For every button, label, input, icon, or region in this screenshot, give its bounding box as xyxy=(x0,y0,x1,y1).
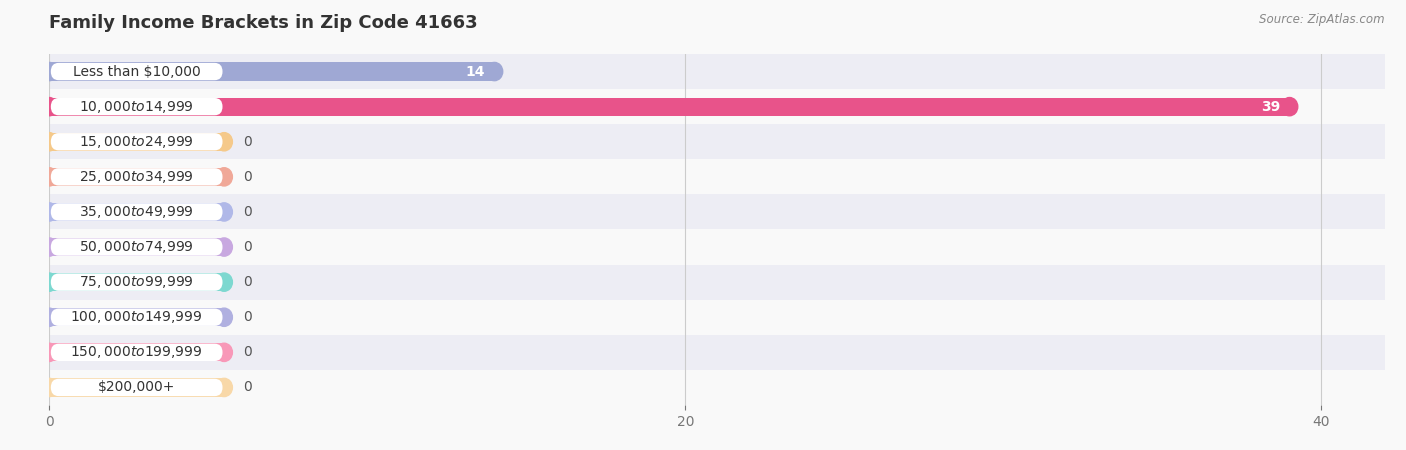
Bar xyxy=(49,194,1385,230)
Circle shape xyxy=(486,63,503,81)
Text: 0: 0 xyxy=(243,240,252,254)
Bar xyxy=(49,133,224,151)
Bar xyxy=(49,124,1385,159)
Text: $75,000 to $99,999: $75,000 to $99,999 xyxy=(79,274,194,290)
Circle shape xyxy=(41,308,58,326)
Circle shape xyxy=(41,238,58,256)
Bar xyxy=(49,230,1385,265)
FancyBboxPatch shape xyxy=(51,238,222,256)
Bar xyxy=(49,89,1385,124)
FancyBboxPatch shape xyxy=(51,344,222,361)
Text: 14: 14 xyxy=(465,64,485,79)
Text: 0: 0 xyxy=(243,380,252,395)
Bar xyxy=(49,54,1385,89)
Circle shape xyxy=(217,168,232,186)
FancyBboxPatch shape xyxy=(51,63,222,80)
Bar xyxy=(49,265,1385,300)
FancyBboxPatch shape xyxy=(51,274,222,291)
Text: $25,000 to $34,999: $25,000 to $34,999 xyxy=(79,169,194,185)
Text: $50,000 to $74,999: $50,000 to $74,999 xyxy=(79,239,194,255)
Text: 0: 0 xyxy=(243,310,252,324)
Bar xyxy=(49,159,1385,194)
Text: 39: 39 xyxy=(1261,99,1279,114)
Text: 0: 0 xyxy=(243,205,252,219)
Text: $150,000 to $199,999: $150,000 to $199,999 xyxy=(70,344,202,360)
Circle shape xyxy=(217,378,232,396)
Bar xyxy=(49,378,224,396)
Text: $10,000 to $14,999: $10,000 to $14,999 xyxy=(79,99,194,115)
Circle shape xyxy=(217,273,232,291)
FancyBboxPatch shape xyxy=(51,203,222,220)
Circle shape xyxy=(41,203,58,221)
Circle shape xyxy=(41,378,58,396)
Circle shape xyxy=(217,343,232,361)
Bar xyxy=(49,335,1385,370)
Text: $15,000 to $24,999: $15,000 to $24,999 xyxy=(79,134,194,150)
FancyBboxPatch shape xyxy=(51,309,222,326)
Text: 0: 0 xyxy=(243,345,252,360)
Text: $35,000 to $49,999: $35,000 to $49,999 xyxy=(79,204,194,220)
Circle shape xyxy=(41,133,58,151)
Bar xyxy=(49,343,224,361)
Bar xyxy=(49,273,224,291)
FancyBboxPatch shape xyxy=(51,98,222,115)
Circle shape xyxy=(41,273,58,291)
Circle shape xyxy=(1281,98,1298,116)
FancyBboxPatch shape xyxy=(51,133,222,150)
FancyBboxPatch shape xyxy=(51,379,222,396)
Text: $100,000 to $149,999: $100,000 to $149,999 xyxy=(70,309,202,325)
Circle shape xyxy=(217,203,232,221)
Bar xyxy=(49,370,1385,405)
Circle shape xyxy=(41,63,58,81)
Circle shape xyxy=(217,238,232,256)
Circle shape xyxy=(41,343,58,361)
Bar xyxy=(49,308,224,326)
Bar xyxy=(49,203,224,221)
FancyBboxPatch shape xyxy=(51,168,222,185)
Circle shape xyxy=(41,98,58,116)
Text: Less than $10,000: Less than $10,000 xyxy=(73,64,201,79)
Circle shape xyxy=(217,308,232,326)
Text: Source: ZipAtlas.com: Source: ZipAtlas.com xyxy=(1260,14,1385,27)
Circle shape xyxy=(217,133,232,151)
Text: Family Income Brackets in Zip Code 41663: Family Income Brackets in Zip Code 41663 xyxy=(49,14,478,32)
Text: 0: 0 xyxy=(243,170,252,184)
Bar xyxy=(49,238,224,256)
Bar xyxy=(49,63,495,81)
Bar xyxy=(49,300,1385,335)
Text: 0: 0 xyxy=(243,135,252,149)
Bar xyxy=(49,168,224,186)
Text: $200,000+: $200,000+ xyxy=(98,380,176,395)
Circle shape xyxy=(41,168,58,186)
Bar xyxy=(49,98,1289,116)
Text: 0: 0 xyxy=(243,275,252,289)
